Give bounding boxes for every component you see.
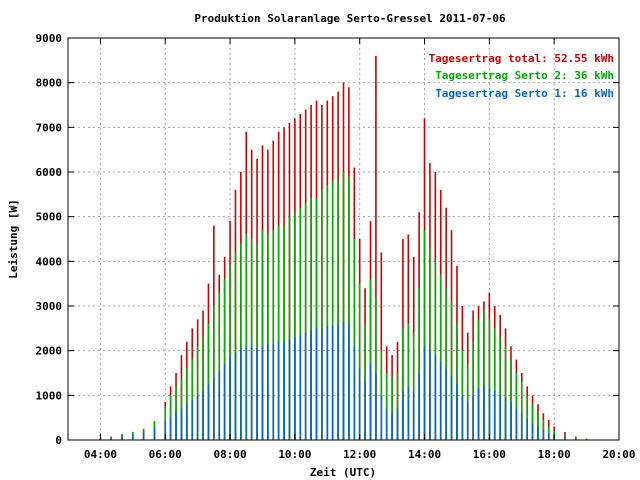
x-tick-label: 18:00 <box>538 448 571 461</box>
legend-entry-serto-2: Tagesertrag Serto 2: 36 kWh <box>435 69 614 82</box>
y-tick-label: 5000 <box>36 211 63 224</box>
plot-frame <box>67 37 620 441</box>
bars <box>99 55 588 440</box>
y-tick-label: 4000 <box>36 255 63 268</box>
y-tick-label: 1000 <box>36 389 63 402</box>
y-tick-label: 6000 <box>36 166 63 179</box>
x-tick-label: 16:00 <box>473 448 506 461</box>
x-axis-label: Zeit (UTC) <box>310 466 376 479</box>
y-tick-label: 9000 <box>36 32 63 45</box>
legend-entry-serto-1: Tagesertrag Serto 1: 16 kWh <box>435 87 614 100</box>
x-tick-label: 04:00 <box>84 448 117 461</box>
y-tick-label: 0 <box>55 434 62 447</box>
y-tick-label: 2000 <box>36 345 63 358</box>
x-tick-label: 06:00 <box>149 448 182 461</box>
chart-title: Produktion Solaranlage Serto-Gressel 201… <box>194 12 506 25</box>
y-tick-label: 8000 <box>36 77 63 90</box>
legend: Tagesertrag total: 52.55 kWh Tagesertrag… <box>429 52 614 100</box>
y-axis-label: Leistung [W] <box>7 199 20 278</box>
x-tick-label: 08:00 <box>213 448 246 461</box>
x-tick-label: 10:00 <box>278 448 311 461</box>
y-tick-label: 7000 <box>36 121 63 134</box>
x-tick-label: 20:00 <box>602 448 635 461</box>
y-tick-label: 3000 <box>36 300 63 313</box>
x-tick-label: 14:00 <box>408 448 441 461</box>
x-tick-label: 12:00 <box>343 448 376 461</box>
ticks: 0 1000 2000 3000 4000 5000 6000 7000 8000 9000 04:… <box>36 32 636 461</box>
legend-entry-total: Tagesertrag total: 52.55 kWh <box>429 52 614 65</box>
